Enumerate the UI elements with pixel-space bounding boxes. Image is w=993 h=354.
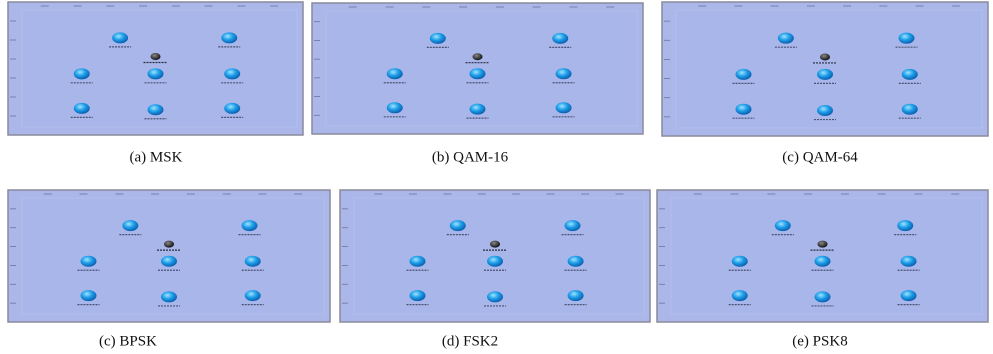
network-node bbox=[81, 256, 97, 267]
network-node bbox=[74, 68, 90, 79]
network-node bbox=[817, 69, 833, 80]
panel-caption: (a) MSK bbox=[130, 149, 183, 165]
network-node bbox=[161, 291, 177, 302]
network-node bbox=[487, 291, 503, 302]
network-node bbox=[221, 32, 237, 43]
network-node bbox=[897, 220, 913, 231]
network-node bbox=[736, 104, 752, 115]
network-node bbox=[245, 290, 261, 301]
network-node bbox=[565, 220, 581, 231]
network-node bbox=[81, 290, 97, 301]
simulator-panel bbox=[8, 190, 330, 322]
panel-caption: (c) BPSK bbox=[99, 333, 157, 349]
network-node bbox=[242, 220, 258, 231]
figure: (a) MSK (b) QAM-16 (c) QAM-64 (c) BPSK (d) F… bbox=[0, 0, 993, 354]
network-node bbox=[122, 220, 138, 231]
network-node bbox=[245, 256, 261, 267]
panel-caption: (d) FSK2 bbox=[442, 333, 498, 349]
network-node bbox=[387, 68, 403, 79]
network-node bbox=[470, 104, 486, 115]
base-node bbox=[818, 241, 828, 248]
simulator-panel bbox=[312, 3, 643, 134]
network-node bbox=[387, 102, 403, 113]
network-node bbox=[736, 69, 752, 80]
base-node bbox=[490, 241, 500, 248]
network-node bbox=[470, 68, 486, 79]
network-node bbox=[902, 104, 918, 115]
network-node bbox=[430, 33, 446, 44]
network-node bbox=[224, 68, 240, 79]
base-node bbox=[164, 241, 174, 248]
panel-caption: (b) QAM-16 bbox=[432, 149, 509, 165]
network-node bbox=[410, 290, 426, 301]
network-node bbox=[487, 256, 503, 267]
network-node bbox=[775, 220, 791, 231]
base-node bbox=[151, 53, 161, 60]
panel-caption: (c) QAM-64 bbox=[782, 149, 858, 165]
network-node bbox=[815, 256, 831, 267]
network-node bbox=[901, 256, 917, 267]
network-node bbox=[732, 256, 748, 267]
network-node bbox=[556, 102, 572, 113]
network-node bbox=[568, 290, 584, 301]
network-node bbox=[112, 32, 128, 43]
network-node bbox=[778, 33, 794, 44]
network-node bbox=[148, 104, 164, 115]
network-node bbox=[74, 103, 90, 114]
base-node bbox=[820, 53, 830, 60]
network-node bbox=[148, 68, 164, 79]
network-node bbox=[815, 291, 831, 302]
network-node bbox=[817, 105, 833, 116]
network-node bbox=[556, 68, 572, 79]
simulator-panel bbox=[340, 190, 650, 322]
network-node bbox=[732, 290, 748, 301]
simulator-panel bbox=[657, 190, 988, 322]
network-node bbox=[450, 220, 466, 231]
panel-caption: (e) PSK8 bbox=[792, 333, 847, 349]
base-node bbox=[473, 53, 483, 60]
network-node bbox=[899, 33, 915, 44]
simulator-panel bbox=[662, 2, 988, 136]
network-node bbox=[224, 103, 240, 114]
network-node bbox=[161, 256, 177, 267]
network-node bbox=[552, 33, 568, 44]
network-node bbox=[568, 256, 584, 267]
simulator-panel bbox=[8, 2, 303, 135]
network-node bbox=[410, 256, 426, 267]
network-node bbox=[902, 69, 918, 80]
network-node bbox=[901, 290, 917, 301]
